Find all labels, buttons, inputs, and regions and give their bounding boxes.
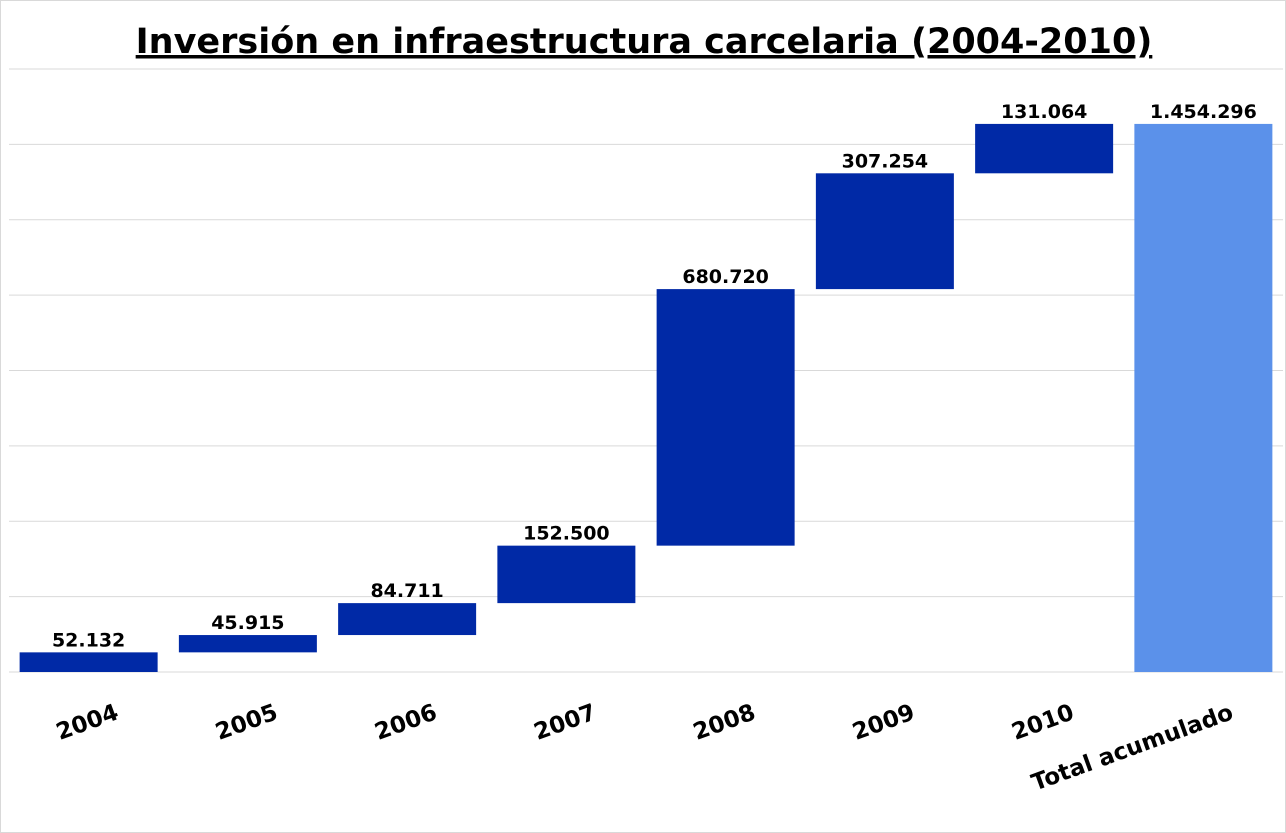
x-tick-label: 2005	[212, 699, 281, 745]
data-label: 131.064	[1001, 101, 1088, 123]
bars	[19, 123, 1273, 673]
data-labels: 52.132 45.915 84.711 152.500 680.720 307.254 1…	[52, 101, 1257, 651]
x-tick-label: 2006	[371, 699, 440, 745]
x-tick-label: 2008	[690, 699, 759, 745]
bar	[19, 652, 158, 672]
data-label: 45.915	[211, 612, 284, 634]
x-tick-label: 2004	[53, 699, 122, 745]
gridlines	[9, 68, 1283, 673]
bar	[1134, 123, 1273, 673]
chart-title: Inversión en infraestructura carcelaria …	[136, 22, 1153, 62]
bar	[338, 603, 477, 636]
x-tick-label: 2007	[531, 699, 600, 745]
data-label: 307.254	[842, 150, 929, 172]
bar	[656, 289, 795, 546]
data-label: 680.720	[682, 266, 769, 288]
bar	[815, 173, 954, 290]
data-label: 84.711	[370, 580, 443, 602]
x-tick-label: 2010	[1008, 699, 1077, 745]
bar	[178, 635, 317, 653]
data-label: 52.132	[52, 629, 125, 651]
bar	[975, 123, 1114, 174]
x-tick-label: 2009	[849, 699, 918, 745]
bar	[497, 545, 636, 604]
data-label: 1.454.296	[1150, 101, 1257, 123]
data-label: 152.500	[523, 523, 610, 545]
